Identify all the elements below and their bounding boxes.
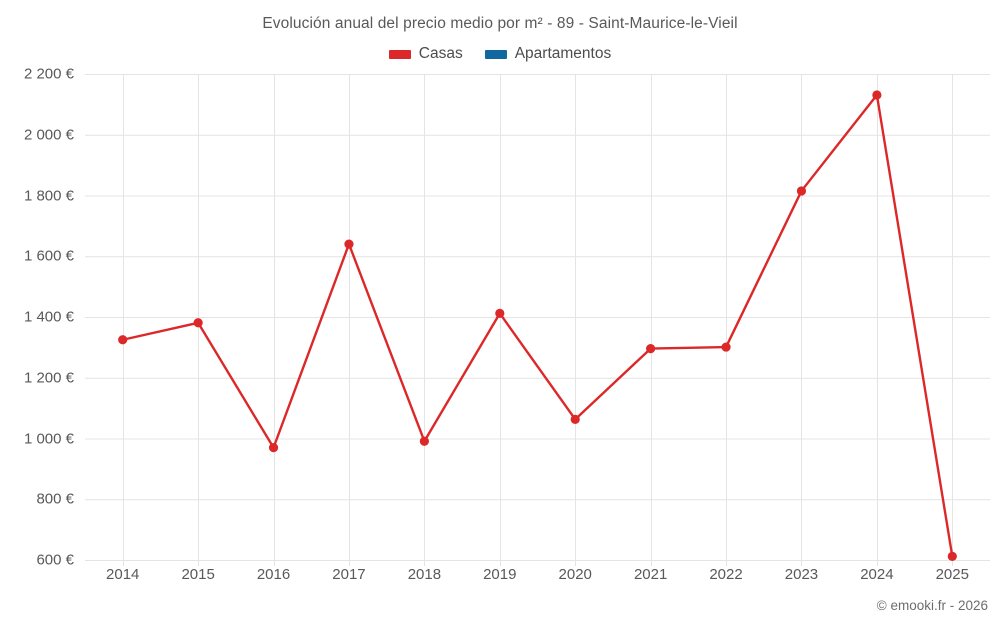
legend-swatch-apartamentos [484, 49, 507, 59]
data-point-casas[interactable] [118, 335, 128, 345]
y-tick-label: 1 000 € [23, 430, 74, 447]
data-point-casas[interactable] [268, 443, 279, 453]
y-tick-label: 1 600 € [23, 247, 74, 265]
y-axis: 600 € 800 € 1 000 € 1 200 € 1 400 € 1 600 € 1 … [0, 0, 74, 625]
x-tick-label: 2021 [633, 566, 668, 583]
legend-item-apartamentos[interactable]: Apartamentos [484, 45, 612, 63]
y-tick-label: 1 400 € [23, 308, 74, 326]
x-tick-label: 2022 [709, 566, 743, 583]
x-tick-label: 2015 [181, 566, 215, 583]
y-tick-label: 1 800 € [23, 187, 74, 204]
x-tick-label: 2020 [558, 566, 592, 583]
legend-swatch-casas [388, 49, 411, 59]
x-tick-label: 2016 [256, 566, 291, 583]
chart-legend: Casas Apartamentos [0, 45, 1000, 63]
x-tick-label: 2018 [407, 566, 442, 583]
legend-label-casas: Casas [418, 45, 463, 62]
data-point-casas[interactable] [344, 239, 354, 249]
data-point-casas[interactable] [872, 90, 882, 100]
x-tick-label: 2024 [860, 566, 894, 583]
x-tick-label: 2014 [106, 566, 140, 583]
data-point-casas[interactable] [721, 342, 731, 352]
y-tick-label: 2 200 € [23, 65, 74, 83]
x-tick-label: 2023 [784, 566, 819, 583]
data-point-casas[interactable] [193, 318, 203, 328]
y-tick-label: 600 € [36, 551, 74, 569]
y-tick-label: 1 200 € [23, 369, 74, 387]
legend-label-apartamentos: Apartamentos [514, 45, 612, 62]
data-point-casas[interactable] [495, 308, 505, 318]
legend-item-casas[interactable]: Casas [388, 45, 463, 63]
plot-area [85, 74, 990, 566]
chart-credit: © emooki.fr - 2026 [876, 598, 988, 613]
data-point-casas[interactable] [419, 436, 429, 446]
chart-title: Evolución anual del precio medio por m² … [262, 15, 738, 32]
x-tick-label: 2025 [935, 566, 969, 583]
x-axis: 2014 2015 2016 2017 2018 2019 2020 2021 2022 2023… [0, 566, 1000, 590]
data-point-casas[interactable] [646, 343, 656, 354]
data-point-casas[interactable] [570, 414, 580, 424]
y-tick-label: 800 € [36, 490, 74, 508]
y-tick-label: 2 000 € [23, 126, 74, 144]
x-tick-label: 2017 [332, 566, 366, 583]
x-tick-label: 2019 [483, 566, 517, 583]
series-line-casas [121, 93, 954, 558]
series-plot [85, 74, 990, 566]
data-point-casas[interactable] [947, 551, 957, 561]
data-point-casas[interactable] [796, 186, 807, 196]
